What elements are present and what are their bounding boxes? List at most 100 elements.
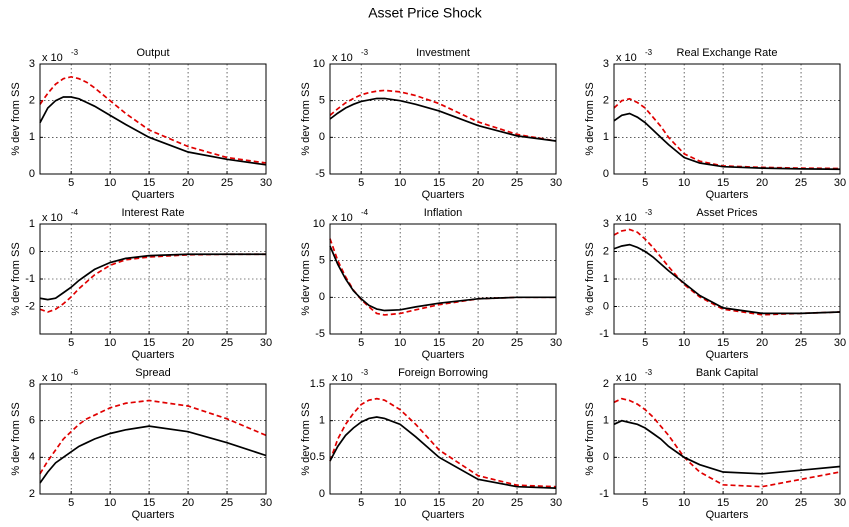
y-tick-label: 3 [603,58,609,70]
x-axis-label: Quarters [706,509,749,521]
x-tick-label: 10 [104,337,116,349]
plot-frame [613,223,841,335]
series-line [613,112,841,171]
x-tick-label: 20 [182,177,194,189]
y-tick-label: 6 [29,415,35,427]
subplot-title: Real Exchange Rate [677,47,778,59]
y-tick-label: 2 [29,95,35,107]
y-axis-label: % dev from SS [300,82,312,155]
plot-frame [329,383,557,495]
x-axis-label: Quarters [422,349,465,361]
x-tick-label: 25 [221,177,233,189]
series-line [39,253,266,301]
y-axis-label: % dev from SS [10,402,22,475]
plot-frame [329,63,557,175]
y-tick-label: 1 [319,415,325,427]
subplot-title: Inflation [424,207,463,219]
plot-frame [39,63,267,175]
plot-frame [613,383,841,495]
x-tick-label: 30 [834,337,846,349]
x-tick-label: 30 [834,177,846,189]
x-tick-label: 15 [143,497,155,509]
y-tick-label: 1 [29,218,35,230]
multiplier-base: x 10 [332,372,353,384]
x-tick-label: 20 [756,177,768,189]
x-tick-label: 5 [68,177,74,189]
multiplier-base: x 10 [616,52,637,64]
multiplier-base: x 10 [616,212,637,224]
y-tick-label: 3 [29,58,35,70]
x-tick-label: 25 [221,497,233,509]
y-axis-label: % dev from SS [300,402,312,475]
x-tick-label: 30 [550,497,562,509]
x-tick-label: 10 [394,337,406,349]
series-line [613,97,841,170]
series-line [613,397,841,488]
x-axis-label: Quarters [132,509,175,521]
subplot-title: Asset Prices [696,207,758,219]
series-line [329,97,557,142]
y-tick-label: -5 [315,168,325,180]
x-tick-label: 5 [642,337,648,349]
subplot-title: Foreign Borrowing [398,367,488,379]
x-tick-label: 5 [358,497,364,509]
multiplier-power: -3 [361,368,369,377]
y-tick-label: 0 [319,488,325,500]
multiplier-power: -3 [645,48,653,57]
y-tick-label: 0 [319,291,325,303]
x-tick-label: 5 [68,497,74,509]
x-tick-label: 25 [221,337,233,349]
x-tick-label: 25 [795,337,807,349]
x-tick-label: 30 [550,177,562,189]
y-tick-label: 0 [603,300,609,312]
x-tick-label: 25 [795,497,807,509]
y-tick-label: 2 [603,95,609,107]
multiplier-base: x 10 [616,372,637,384]
y-tick-label: 2 [603,378,609,390]
x-tick-label: 5 [358,337,364,349]
multiplier-base: x 10 [42,52,63,64]
series-line [329,245,556,312]
x-tick-label: 5 [642,177,648,189]
y-tick-label: -1 [599,488,609,500]
y-axis-label: % dev from SS [584,82,596,155]
x-axis-label: Quarters [706,349,749,361]
y-axis-label: % dev from SS [300,242,312,315]
x-tick-label: 20 [756,497,768,509]
series-line [613,243,841,315]
y-tick-label: 1 [603,273,609,285]
x-axis-label: Quarters [422,509,465,521]
figure-title: Asset Price Shock [368,5,483,21]
x-axis-label: Quarters [132,349,175,361]
y-tick-label: 0 [603,168,609,180]
y-tick-label: 0 [29,245,35,257]
x-tick-label: 30 [260,497,272,509]
multiplier-power: -3 [361,48,369,57]
y-tick-label: 2 [29,488,35,500]
y-tick-label: 1 [603,415,609,427]
subplot-title: Investment [416,47,470,59]
series-line [39,96,267,166]
y-tick-label: 10 [313,218,325,230]
x-tick-label: 30 [260,177,272,189]
y-axis-label: % dev from SS [584,402,596,475]
y-tick-label: 2 [603,245,609,257]
x-tick-label: 10 [678,497,690,509]
y-tick-label: 5 [319,95,325,107]
y-axis-label: % dev from SS [10,242,22,315]
x-tick-label: 15 [433,177,445,189]
multiplier-base: x 10 [42,212,63,224]
x-tick-label: 20 [182,337,194,349]
y-tick-label: -1 [599,328,609,340]
series-line [329,416,557,489]
multiplier-power: -3 [645,208,653,217]
series-line [613,228,841,316]
multiplier-base: x 10 [332,52,353,64]
multiplier-power: -4 [361,208,369,217]
x-tick-label: 15 [433,497,445,509]
y-axis-label: % dev from SS [584,242,596,315]
multiplier-power: -6 [71,368,79,377]
y-tick-label: 0 [319,131,325,143]
x-tick-label: 5 [642,497,648,509]
